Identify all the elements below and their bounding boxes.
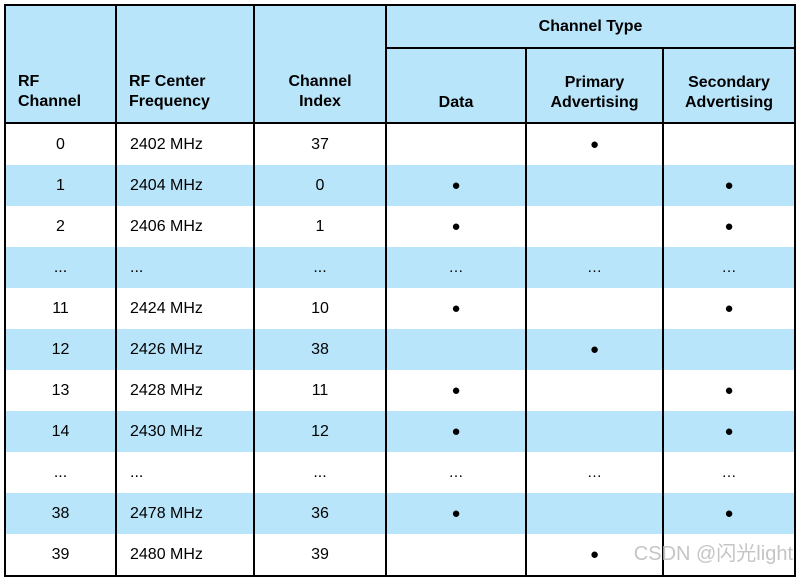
header-primary-advertising: Primary Advertising: [525, 48, 664, 124]
cell-channel-index: 11: [253, 370, 387, 411]
header-channel-index: Channel Index: [253, 5, 387, 124]
cell-primary-advertising-marker: ●: [525, 123, 664, 165]
cell-data-marker: ●: [385, 288, 527, 329]
cell-data-marker: ●: [385, 165, 527, 206]
cell-rf-channel: 0: [4, 123, 117, 165]
cell-center-frequency: ...: [115, 247, 255, 288]
table-body: 0 2402 MHz 37 ● 1 2404 MHz 0 ● ● 2 2406 …: [4, 123, 796, 576]
cell-center-frequency: 2402 MHz: [115, 123, 255, 165]
cell-secondary-advertising-marker: ●: [662, 288, 796, 329]
cell-secondary-advertising-marker: ●: [662, 370, 796, 411]
cell-primary-advertising-marker: …: [525, 452, 664, 493]
cell-primary-advertising-marker: [525, 411, 664, 452]
table-row: 13 2428 MHz 11 ● ●: [4, 370, 796, 411]
table-row: ... ... ... … … …: [4, 247, 796, 288]
table-row: 1 2404 MHz 0 ● ●: [4, 165, 796, 206]
table-row: 39 2480 MHz 39 ●: [4, 534, 796, 576]
cell-center-frequency: 2478 MHz: [115, 493, 255, 534]
cell-secondary-advertising-marker: [662, 329, 796, 370]
cell-primary-advertising-marker: [525, 165, 664, 206]
cell-rf-channel: 11: [4, 288, 117, 329]
cell-rf-channel: 13: [4, 370, 117, 411]
cell-secondary-advertising-marker: ●: [662, 493, 796, 534]
cell-channel-index: 36: [253, 493, 387, 534]
cell-center-frequency: 2426 MHz: [115, 329, 255, 370]
table-row: 11 2424 MHz 10 ● ●: [4, 288, 796, 329]
table-row: 2 2406 MHz 1 ● ●: [4, 206, 796, 247]
cell-data-marker: [385, 123, 527, 165]
cell-channel-index: ...: [253, 247, 387, 288]
table-row: 38 2478 MHz 36 ● ●: [4, 493, 796, 534]
table-row: 0 2402 MHz 37 ●: [4, 123, 796, 165]
cell-data-marker: …: [385, 247, 527, 288]
header-data: Data: [385, 48, 527, 124]
cell-center-frequency: 2428 MHz: [115, 370, 255, 411]
header-row-sub: Data Primary Advertising Secondary Adver…: [5, 48, 796, 124]
cell-data-marker: …: [385, 452, 527, 493]
cell-primary-advertising-marker: ●: [525, 329, 664, 370]
cell-secondary-advertising-marker: ●: [662, 165, 796, 206]
cell-center-frequency: ...: [115, 452, 255, 493]
cell-secondary-advertising-marker: [662, 534, 796, 576]
cell-data-marker: ●: [385, 206, 527, 247]
cell-primary-advertising-marker: [525, 206, 664, 247]
cell-channel-index: 37: [253, 123, 387, 165]
header-secondary-advertising: Secondary Advertising: [662, 48, 796, 124]
cell-secondary-advertising-marker: …: [662, 452, 796, 493]
cell-rf-channel: 12: [4, 329, 117, 370]
cell-channel-index: 12: [253, 411, 387, 452]
cell-data-marker: [385, 329, 527, 370]
cell-center-frequency: 2404 MHz: [115, 165, 255, 206]
cell-data-marker: ●: [385, 370, 527, 411]
table-row: 14 2430 MHz 12 ● ●: [4, 411, 796, 452]
header-rf-center-frequency: RF Center Frequency: [115, 5, 255, 124]
cell-channel-index: 38: [253, 329, 387, 370]
cell-primary-advertising-marker: ●: [525, 534, 664, 576]
ble-channel-table: RF Channel RF Center Frequency Channel I…: [4, 4, 796, 577]
table-row: ... ... ... … … …: [4, 452, 796, 493]
table-row: 12 2426 MHz 38 ●: [4, 329, 796, 370]
cell-secondary-advertising-marker: …: [662, 247, 796, 288]
cell-rf-channel: 2: [4, 206, 117, 247]
header-rf-channel: RF Channel: [4, 5, 117, 124]
cell-primary-advertising-marker: [525, 493, 664, 534]
table-header: RF Channel RF Center Frequency Channel I…: [4, 5, 796, 124]
cell-center-frequency: 2430 MHz: [115, 411, 255, 452]
cell-rf-channel: 14: [4, 411, 117, 452]
cell-data-marker: ●: [385, 411, 527, 452]
cell-rf-channel: ...: [4, 452, 117, 493]
cell-channel-index: ...: [253, 452, 387, 493]
cell-rf-channel: 1: [4, 165, 117, 206]
cell-center-frequency: 2480 MHz: [115, 534, 255, 576]
cell-data-marker: ●: [385, 493, 527, 534]
cell-center-frequency: 2406 MHz: [115, 206, 255, 247]
cell-data-marker: [385, 534, 527, 576]
cell-channel-index: 39: [253, 534, 387, 576]
cell-secondary-advertising-marker: [662, 123, 796, 165]
cell-rf-channel: ...: [4, 247, 117, 288]
cell-channel-index: 10: [253, 288, 387, 329]
cell-primary-advertising-marker: [525, 288, 664, 329]
cell-primary-advertising-marker: [525, 370, 664, 411]
header-channel-type-group: Channel Type: [385, 5, 796, 49]
cell-primary-advertising-marker: …: [525, 247, 664, 288]
cell-secondary-advertising-marker: ●: [662, 411, 796, 452]
header-row-group: RF Channel RF Center Frequency Channel I…: [4, 5, 796, 124]
cell-secondary-advertising-marker: ●: [662, 206, 796, 247]
cell-rf-channel: 39: [4, 534, 117, 576]
cell-rf-channel: 38: [4, 493, 117, 534]
cell-channel-index: 0: [253, 165, 387, 206]
cell-center-frequency: 2424 MHz: [115, 288, 255, 329]
csdn-watermark: CSDN @闪光light: [633, 543, 793, 565]
cell-channel-index: 1: [253, 206, 387, 247]
